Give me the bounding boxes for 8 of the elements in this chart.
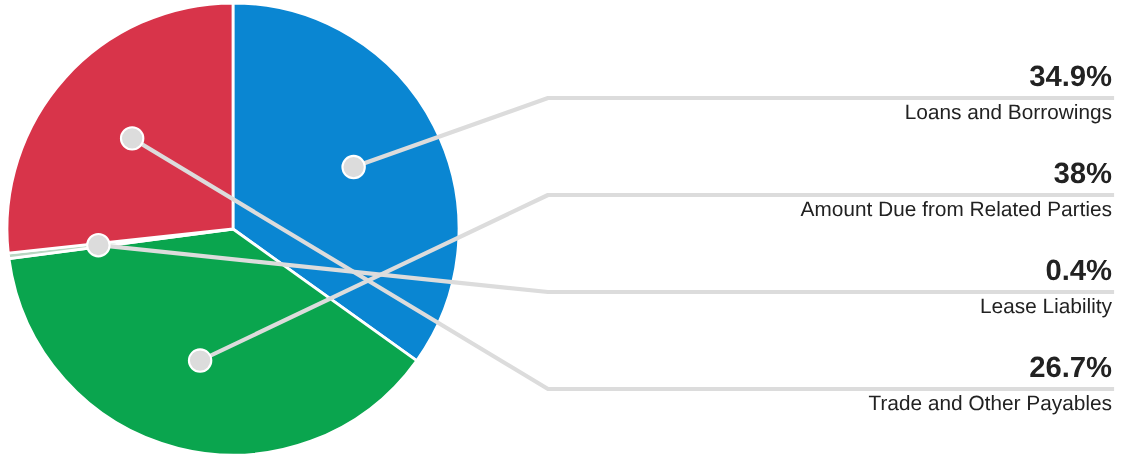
data-label: 38% xyxy=(1054,162,1112,184)
data-label: 26.7% xyxy=(1030,356,1112,378)
data-label: 34.9% xyxy=(1029,65,1112,87)
data-label: 0.4% xyxy=(1046,259,1112,281)
slice-label: Amount Due from Related Parties xyxy=(800,201,1112,217)
slice-label: Trade and Other Payables xyxy=(868,395,1112,415)
slice-label: Lease Liability xyxy=(981,298,1112,318)
slice-label: Loans and Borrowings xyxy=(906,104,1112,124)
